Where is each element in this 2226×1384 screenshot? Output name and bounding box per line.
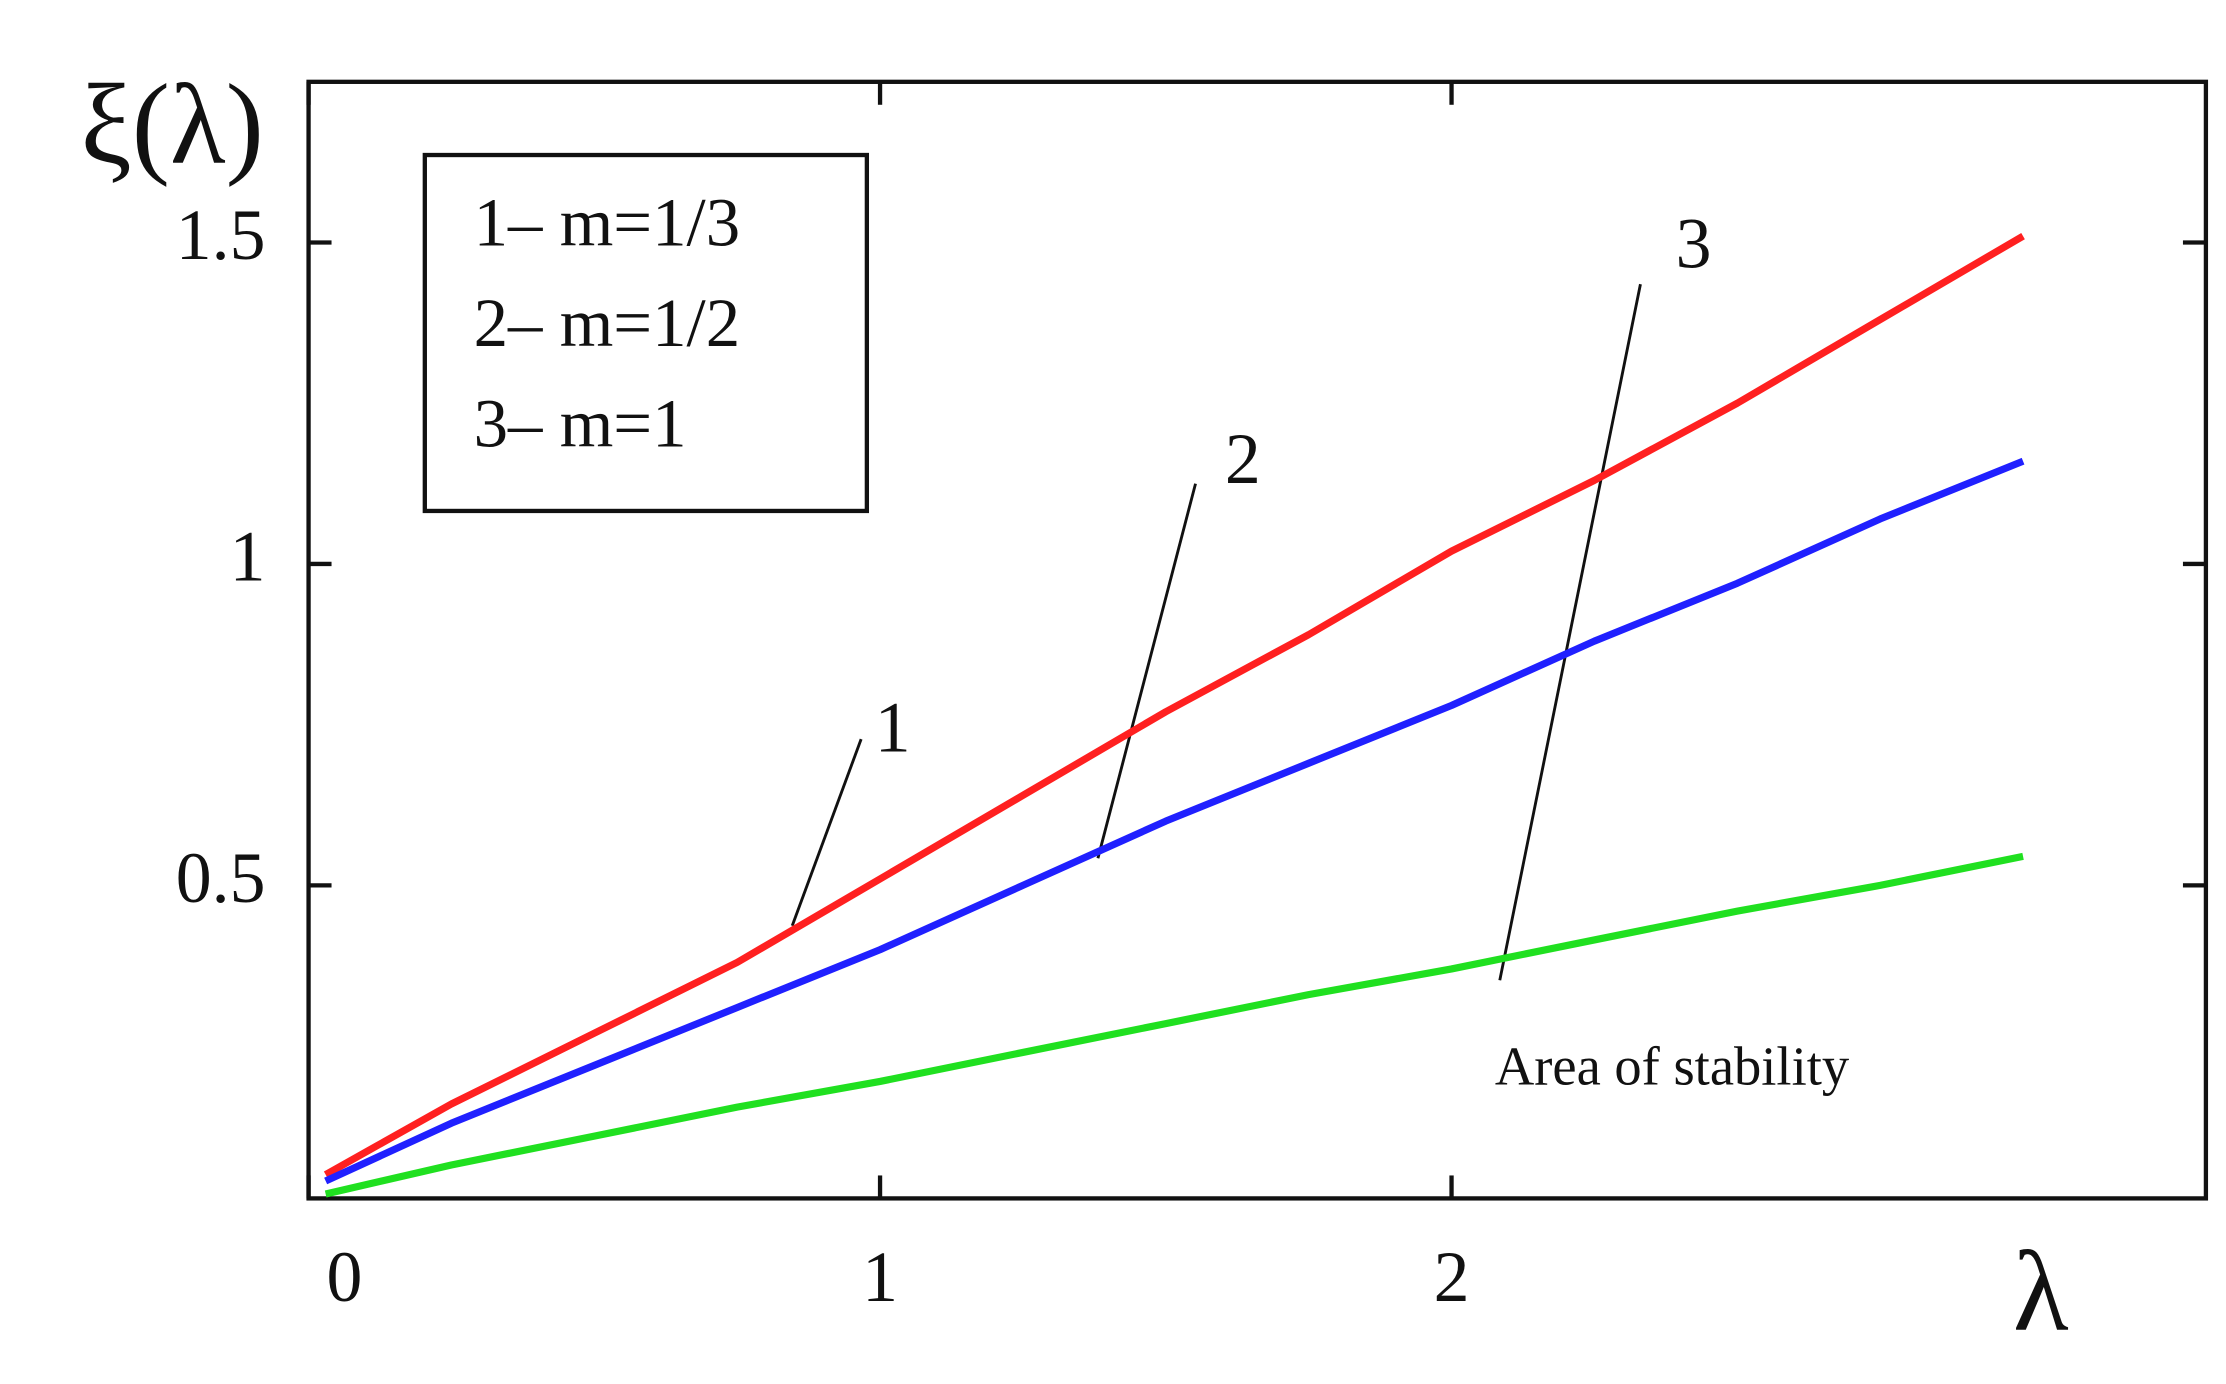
y-tick-label: 1 xyxy=(230,516,266,596)
x-axis-label: λ xyxy=(2013,1228,2069,1355)
curve-label: 3 xyxy=(1676,204,1712,284)
data-line xyxy=(323,233,2025,1178)
curve-label: 1 xyxy=(875,687,911,767)
leader-line xyxy=(1498,283,1642,981)
legend-entry: 1– m=1/3 xyxy=(474,184,741,260)
x-tick-label: 1 xyxy=(862,1237,898,1317)
data-line xyxy=(324,457,2025,1185)
y-axis-label: ξ(λ) xyxy=(81,61,264,188)
legend-box xyxy=(422,152,870,514)
y-tick-label: 0.5 xyxy=(176,838,266,918)
legend-entry: 3– m=1 xyxy=(474,385,687,461)
leader-line xyxy=(790,738,863,927)
curve-label: 2 xyxy=(1225,419,1261,499)
legend-entry: 2– m=1/2 xyxy=(474,285,741,361)
x-tick-label: 2 xyxy=(1434,1237,1470,1317)
plot-frame xyxy=(306,79,2209,1201)
leader-line xyxy=(1096,483,1197,859)
y-tick-label: 1.5 xyxy=(176,195,266,275)
annotation: Area of stability xyxy=(1495,1036,1850,1097)
x-tick-label: 0 xyxy=(327,1237,363,1317)
data-line xyxy=(324,852,2024,1198)
